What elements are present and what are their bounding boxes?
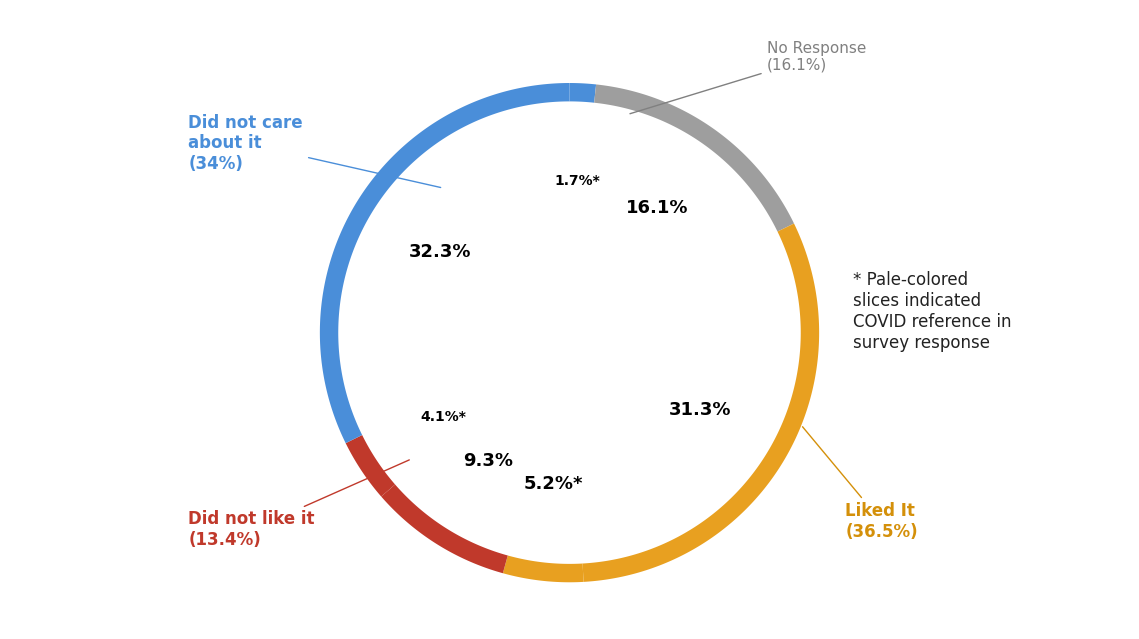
Wedge shape (570, 235, 793, 556)
Circle shape (338, 102, 801, 564)
Wedge shape (570, 111, 770, 333)
Wedge shape (369, 333, 570, 479)
Wedge shape (369, 333, 570, 479)
Text: No Response
(16.1%): No Response (16.1%) (630, 40, 866, 114)
Text: 16.1%: 16.1% (625, 199, 688, 217)
Wedge shape (346, 109, 570, 431)
Polygon shape (570, 83, 596, 103)
Text: Did not like it
(13.4%): Did not like it (13.4%) (188, 460, 409, 549)
Text: 32.3%: 32.3% (409, 243, 472, 261)
Text: 1.7%*: 1.7%* (555, 174, 600, 188)
Wedge shape (401, 333, 570, 548)
Wedge shape (510, 333, 582, 556)
Polygon shape (595, 84, 794, 231)
Polygon shape (345, 435, 395, 497)
Wedge shape (570, 111, 770, 333)
Text: 9.3%: 9.3% (464, 452, 514, 470)
Text: Liked It
(36.5%): Liked It (36.5%) (803, 427, 918, 541)
Wedge shape (570, 109, 593, 333)
Text: * Pale-colored
slices indicated
COVID reference in
survey response: * Pale-colored slices indicated COVID re… (853, 272, 1011, 352)
Wedge shape (401, 333, 570, 548)
Polygon shape (582, 224, 819, 582)
Polygon shape (503, 555, 583, 582)
Wedge shape (510, 333, 582, 556)
Wedge shape (346, 109, 570, 431)
Text: 5.2%*: 5.2%* (524, 475, 583, 493)
Text: 4.1%*: 4.1%* (420, 410, 466, 424)
Wedge shape (570, 235, 793, 556)
Polygon shape (382, 484, 508, 573)
Polygon shape (320, 83, 570, 443)
Wedge shape (570, 109, 593, 333)
Text: Did not care
about it
(34%): Did not care about it (34%) (188, 114, 441, 187)
Text: 31.3%: 31.3% (670, 401, 731, 419)
